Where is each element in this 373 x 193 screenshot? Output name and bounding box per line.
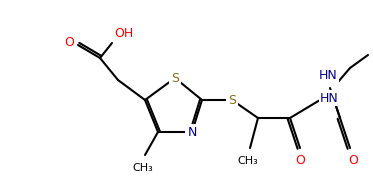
Text: CH₃: CH₃ bbox=[238, 156, 258, 166]
Text: O: O bbox=[64, 36, 74, 49]
Text: S: S bbox=[171, 71, 179, 85]
Text: O: O bbox=[295, 154, 305, 167]
Text: O: O bbox=[348, 154, 358, 167]
Text: CH₃: CH₃ bbox=[133, 163, 153, 173]
Text: S: S bbox=[228, 93, 236, 107]
Text: HN: HN bbox=[319, 69, 337, 82]
Text: N: N bbox=[187, 125, 197, 139]
Text: HN: HN bbox=[320, 91, 339, 104]
Text: OH: OH bbox=[114, 27, 133, 40]
